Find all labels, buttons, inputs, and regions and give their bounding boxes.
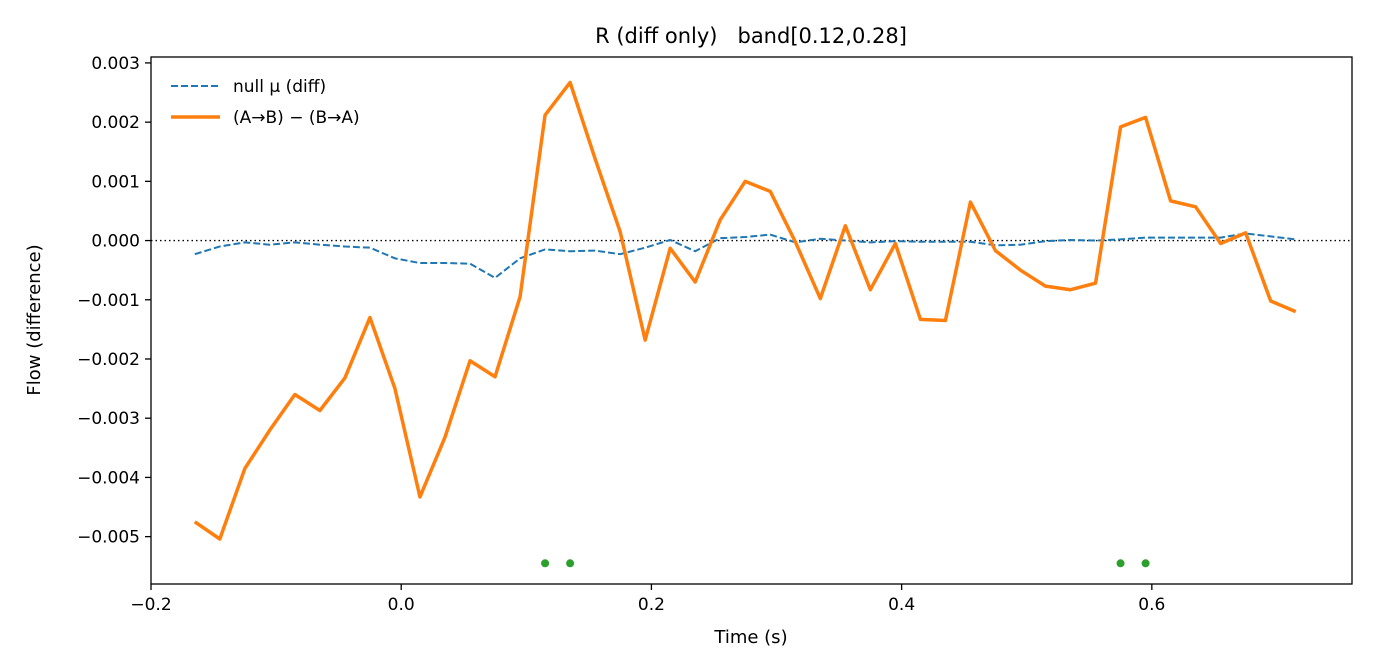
axes-frame	[150, 56, 1353, 585]
y-tick-label: 0.000	[91, 232, 140, 252]
y-tick-label: 0.002	[91, 113, 140, 133]
x-tick-label: 0.6	[1138, 595, 1165, 615]
difference-line	[193, 80, 1297, 541]
legend: null μ (diff) (A→B) − (B→A)	[171, 77, 360, 128]
y-axis-label: Flow (difference)	[24, 244, 45, 395]
x-tick-label: 0.0	[388, 595, 415, 615]
x-tick-label: −0.2	[130, 595, 171, 615]
null-mean-line	[194, 232, 1296, 279]
significance-marker	[1116, 559, 1125, 568]
plot-area: −0.2 0.0 0.2 0.4 0.6 0.003 0.002 0.001 0.000 −0.0…	[77, 54, 1353, 615]
legend-label-null: null μ (diff)	[233, 77, 326, 97]
y-tick-label: −0.002	[77, 350, 140, 370]
y-tick-label: −0.003	[77, 409, 140, 429]
y-tick-label: −0.004	[77, 468, 140, 488]
significance-marker	[1141, 559, 1150, 568]
x-tick-label: 0.2	[638, 595, 665, 615]
y-tick-label: −0.005	[77, 528, 140, 548]
chart-title: R (diff only) band[0.12,0.28]	[595, 24, 907, 48]
significance-marker	[566, 559, 575, 568]
significance-marker	[541, 559, 550, 568]
y-tick-label: −0.001	[77, 291, 140, 311]
x-axis-label: Time (s)	[713, 627, 787, 648]
x-tick-label: 0.4	[888, 595, 915, 615]
y-tick-label: 0.001	[91, 172, 140, 192]
y-tick-label: 0.003	[91, 54, 140, 74]
legend-label-diff: (A→B) − (B→A)	[233, 108, 360, 128]
